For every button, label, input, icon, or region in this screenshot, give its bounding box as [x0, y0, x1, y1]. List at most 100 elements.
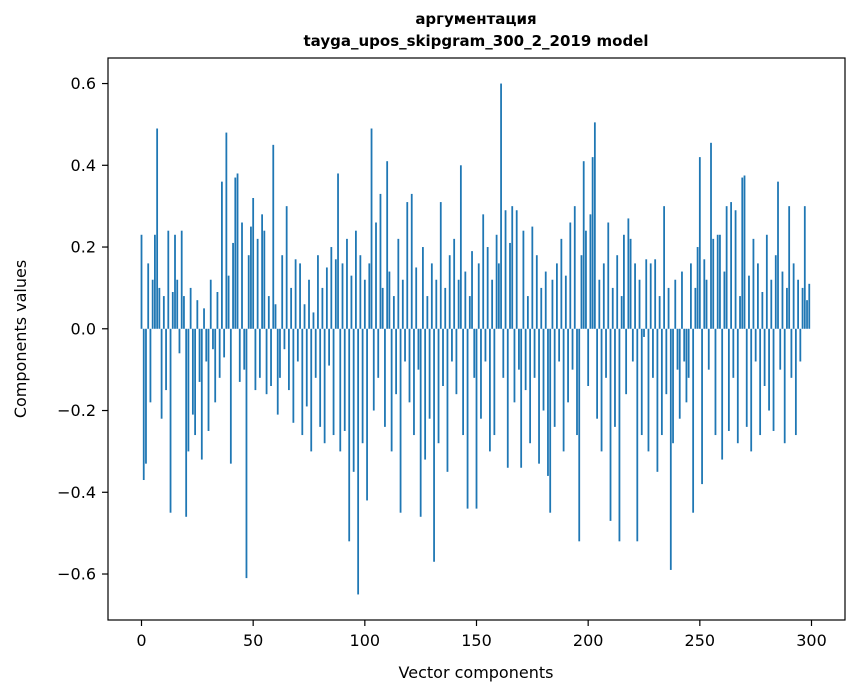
bar	[774, 255, 777, 329]
bar	[154, 234, 156, 329]
bar	[419, 328, 422, 517]
bar	[674, 279, 677, 329]
y-axis-label: Components values	[11, 260, 30, 418]
bar	[439, 202, 442, 329]
bar	[165, 328, 167, 391]
bar	[765, 234, 768, 329]
bar	[308, 279, 310, 329]
bar	[777, 181, 779, 329]
bar	[607, 222, 610, 329]
bar	[209, 279, 212, 329]
bar	[325, 267, 328, 329]
bar	[683, 328, 686, 362]
x-axis-label: Vector components	[399, 663, 554, 682]
bar	[788, 206, 791, 329]
y-tick-label: 0.4	[71, 156, 96, 175]
bar	[448, 255, 451, 329]
bar	[620, 296, 623, 329]
bar	[158, 287, 161, 329]
bar	[535, 255, 538, 329]
bar	[504, 210, 507, 329]
bar	[681, 271, 683, 329]
bar	[162, 296, 165, 329]
bar	[468, 296, 471, 329]
bar	[194, 328, 196, 436]
bar	[558, 328, 561, 362]
bar	[685, 328, 688, 403]
bar	[408, 328, 411, 403]
bar	[616, 255, 619, 329]
bar	[348, 328, 351, 542]
y-axis-ticks: −0.6 −0.4 −0.2 0.0 0.2 0.4 0.6	[57, 74, 108, 584]
bar	[719, 234, 721, 329]
bar	[334, 259, 337, 329]
bar	[712, 238, 715, 329]
bar	[629, 238, 632, 329]
bar	[790, 328, 793, 378]
bar	[446, 328, 449, 472]
bar	[540, 287, 543, 329]
y-tick-label: 0.0	[71, 319, 96, 338]
bar	[761, 292, 764, 329]
bar	[310, 328, 313, 452]
bar	[299, 263, 301, 329]
bar	[743, 175, 746, 329]
bar	[526, 296, 529, 329]
bar	[303, 304, 306, 329]
bar	[649, 263, 652, 329]
bar	[560, 238, 563, 329]
bar	[241, 222, 243, 329]
bar	[339, 328, 342, 452]
bar	[149, 328, 152, 403]
bar	[417, 328, 420, 370]
bar	[645, 259, 648, 329]
bar	[497, 263, 500, 329]
bar	[457, 279, 460, 329]
bars-group	[140, 83, 811, 595]
bar	[562, 328, 565, 452]
bar	[721, 328, 724, 460]
bar	[227, 275, 230, 329]
bar	[406, 202, 409, 329]
bar	[553, 328, 556, 427]
bar	[292, 328, 295, 423]
bar	[191, 328, 194, 415]
bar	[187, 328, 190, 452]
bar	[522, 230, 525, 329]
bar	[430, 263, 433, 329]
bar	[221, 181, 223, 329]
x-tick-label: 50	[243, 631, 263, 650]
bar	[236, 173, 239, 329]
bar	[279, 328, 281, 378]
bar	[582, 161, 585, 329]
bar	[305, 328, 308, 407]
bar	[294, 259, 297, 329]
bar	[355, 230, 357, 329]
bar	[363, 279, 366, 329]
bar	[696, 247, 699, 329]
bar	[770, 279, 773, 329]
bar	[319, 328, 322, 427]
bar	[732, 328, 735, 378]
bar	[464, 271, 467, 329]
bar	[623, 234, 625, 329]
bar	[178, 328, 181, 354]
bar	[529, 328, 531, 444]
bar	[723, 271, 726, 329]
bar	[803, 206, 806, 329]
bar	[500, 83, 502, 329]
bar	[794, 328, 797, 436]
bar	[605, 328, 607, 378]
bar	[263, 230, 266, 329]
bar	[692, 328, 695, 513]
bar	[672, 328, 674, 444]
bar	[225, 132, 228, 329]
bar	[352, 328, 355, 472]
bar	[395, 328, 397, 395]
bar	[372, 328, 375, 411]
bar	[437, 328, 440, 444]
bar	[203, 308, 205, 329]
bar	[366, 328, 368, 501]
bar	[750, 328, 753, 452]
bar	[261, 214, 263, 329]
